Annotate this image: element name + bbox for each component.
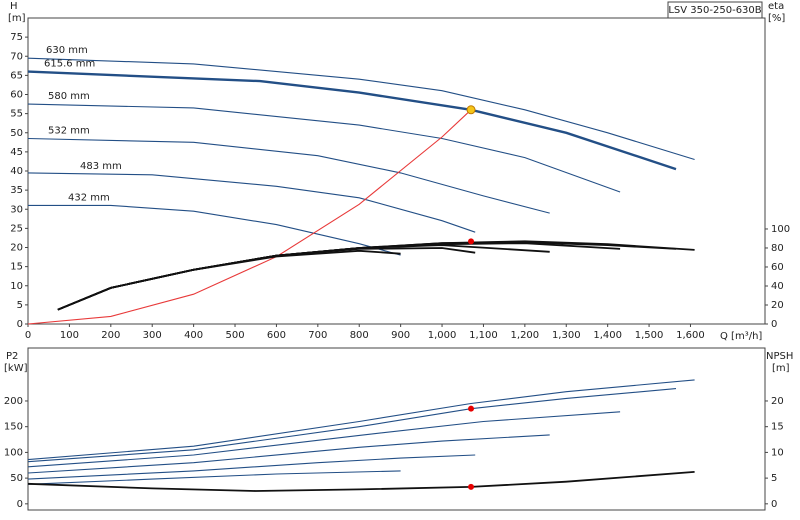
y-tick-label: 100 [4, 447, 23, 458]
y-tick-label: 15 [10, 262, 23, 273]
x-tick-label: 1,200 [511, 330, 540, 341]
y-tick-label: 50 [10, 473, 23, 484]
x-axis-label: Q [m³/h] [720, 331, 762, 342]
x-tick-label: 500 [225, 330, 244, 341]
y-tick-label: 25 [10, 223, 23, 234]
x-tick-label: 100 [60, 330, 79, 341]
y2-tick-label: 80 [771, 243, 784, 254]
x-tick-label: 600 [267, 330, 286, 341]
curve [27, 57, 695, 161]
y-tick-label: 70 [10, 51, 23, 62]
plot-frame [27, 347, 766, 511]
y-axis-unit: [kW] [4, 363, 28, 374]
x-tick-label: 700 [308, 330, 327, 341]
y-tick-label: 0 [17, 499, 23, 510]
y2-tick-label: 100 [771, 224, 790, 235]
y2-tick-label: 60 [771, 262, 784, 273]
x-tick-label: 800 [350, 330, 369, 341]
y-tick-label: 5 [17, 300, 23, 311]
curve [28, 204, 401, 256]
y2-tick-label: 20 [771, 300, 784, 311]
y-tick-label: 45 [10, 147, 23, 158]
curve [27, 471, 695, 492]
y2-tick-label: 15 [771, 422, 784, 433]
curve-label: 532 mm [48, 125, 90, 136]
curve [27, 388, 677, 463]
curve [57, 249, 401, 311]
y-axis-label: H [10, 1, 18, 12]
y-tick-label: 35 [10, 185, 23, 196]
chart-title: LSV 350-250-630B [668, 5, 761, 16]
curve [27, 172, 476, 233]
curve-label: 432 mm [68, 192, 110, 203]
x-tick-label: 1,500 [635, 330, 664, 341]
operating-point [468, 238, 475, 245]
x-tick-label: 300 [143, 330, 162, 341]
x-tick-label: 1,000 [428, 330, 457, 341]
y-tick-label: 200 [4, 396, 23, 407]
y2-tick-label: 40 [771, 281, 784, 292]
y-tick-label: 40 [10, 166, 23, 177]
curve [27, 379, 695, 461]
y-tick-label: 75 [10, 32, 23, 43]
y-tick-label: 10 [10, 281, 23, 292]
curve [27, 434, 550, 474]
x-tick-label: 400 [184, 330, 203, 341]
curve [27, 103, 621, 193]
curve-label: 630 mm [46, 45, 88, 56]
y-tick-label: 55 [10, 109, 23, 120]
y2-tick-label: 0 [771, 319, 777, 330]
curve [27, 470, 401, 485]
y-tick-label: 60 [10, 90, 23, 101]
x-tick-label: 1,600 [676, 330, 705, 341]
curve [27, 137, 550, 214]
x-tick-label: 1,100 [469, 330, 498, 341]
y2-axis-unit: [m] [772, 363, 790, 374]
operating-point [466, 105, 476, 115]
y2-tick-label: 20 [771, 396, 784, 407]
curve [27, 70, 677, 171]
y2-axis-label: NPSH [766, 351, 793, 362]
y2-axis-label: eta [768, 1, 784, 12]
curve-label: 615.6 mm [44, 59, 95, 70]
operating-point [468, 405, 475, 412]
x-tick-label: 900 [391, 330, 410, 341]
curve [27, 454, 476, 480]
operating-point [468, 483, 475, 490]
y-tick-label: 50 [10, 128, 23, 139]
y-tick-label: 0 [17, 319, 23, 330]
curve [27, 411, 621, 468]
y-tick-label: 30 [10, 204, 23, 215]
y2-tick-label: 5 [771, 473, 777, 484]
y-tick-label: 65 [10, 70, 23, 81]
x-tick-label: 1,300 [552, 330, 581, 341]
y2-tick-label: 10 [771, 447, 784, 458]
y2-tick-label: 0 [771, 499, 777, 510]
y-tick-label: 20 [10, 243, 23, 254]
x-tick-label: 1,400 [593, 330, 622, 341]
x-tick-label: 0 [25, 330, 31, 341]
curve-label: 580 mm [48, 91, 90, 102]
y-tick-label: 150 [4, 422, 23, 433]
y-axis-unit: [m] [8, 13, 26, 24]
x-tick-label: 200 [101, 330, 120, 341]
y-axis-label: P2 [6, 351, 18, 362]
curve-label: 483 mm [80, 161, 122, 172]
y2-axis-unit: [%] [768, 13, 785, 24]
